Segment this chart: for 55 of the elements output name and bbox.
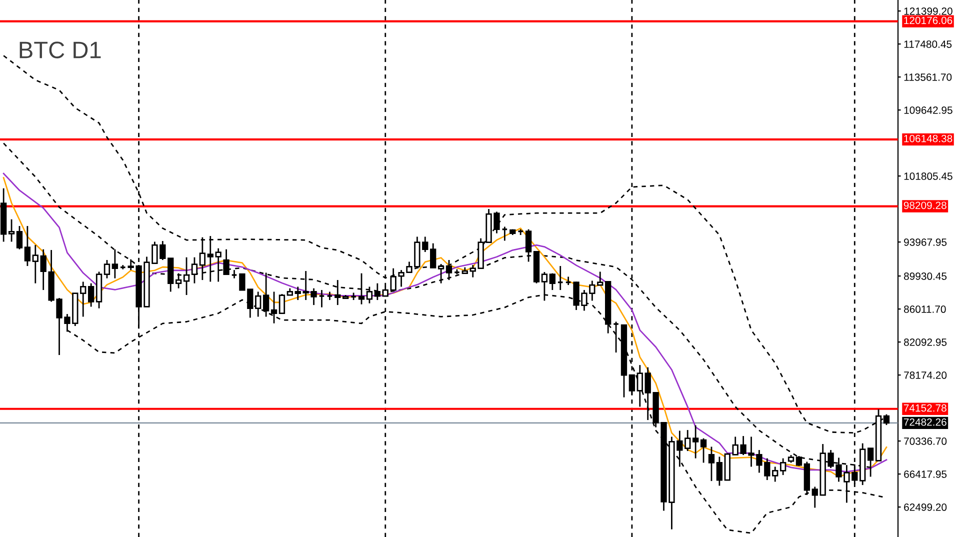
candlestick	[207, 235, 214, 282]
y-tick-label: 89930.45	[904, 272, 947, 280]
y-tick-label: 117480.45	[904, 40, 952, 48]
y-tick-label: 109642.95	[904, 106, 952, 114]
candlestick	[88, 282, 94, 308]
candlestick	[112, 248, 118, 280]
candlestick	[215, 248, 222, 282]
y-tick-label: 66417.95	[904, 470, 947, 478]
candlestick	[199, 236, 206, 281]
candlestick	[438, 263, 444, 284]
ref-line-label: 120176.06	[904, 16, 952, 24]
candlestick	[191, 256, 198, 284]
candlestick	[183, 256, 190, 296]
text: BTC D1	[20, 42, 101, 58]
candlestick	[684, 429, 691, 452]
ref-line-label: 98209.28	[904, 202, 946, 210]
candlestick	[24, 225, 31, 267]
candlestick	[8, 218, 15, 242]
y-tick-label: 78174.20	[904, 372, 947, 379]
candlestick	[716, 456, 723, 486]
candlestick	[318, 289, 325, 308]
y-tick-label: 101805.45	[904, 172, 952, 180]
candlestick	[32, 244, 38, 284]
y-tick-label: 62499.20	[904, 504, 947, 511]
candlestick	[612, 321, 620, 354]
ref-line-label: 74152.78	[904, 404, 946, 412]
ref-line-label: 106148.38	[904, 134, 952, 142]
candlestick	[80, 281, 86, 318]
ref-line-label: 72482.26	[904, 418, 946, 426]
y-tick-label: 82092.95	[904, 338, 947, 346]
candlestick	[16, 225, 23, 250]
candlestick	[374, 282, 380, 301]
candlestick	[358, 272, 365, 306]
y-tick-label: 121399.20	[904, 8, 952, 15]
candlestick	[366, 286, 373, 304]
candlestick	[692, 424, 699, 460]
candlestick	[525, 228, 532, 262]
candlestick	[812, 486, 818, 508]
candlestick	[223, 248, 230, 276]
y-tick-label: 70336.70	[904, 438, 947, 445]
y-tick-label: 113561.70	[904, 74, 952, 81]
candlestick	[636, 364, 643, 408]
candlestick	[780, 458, 786, 476]
candlestick	[175, 272, 182, 290]
candlestick	[772, 466, 778, 482]
candlestick	[700, 438, 707, 464]
y-tick-label: 93967.95	[904, 238, 947, 246]
candlestick	[549, 272, 556, 291]
candlestick	[278, 293, 286, 314]
candlestick	[708, 446, 715, 482]
y-tick-label: 86011.70	[904, 306, 946, 313]
candlestick	[430, 242, 436, 268]
candlestick	[446, 259, 452, 281]
candlestick	[104, 259, 110, 280]
candlestick	[334, 279, 341, 306]
